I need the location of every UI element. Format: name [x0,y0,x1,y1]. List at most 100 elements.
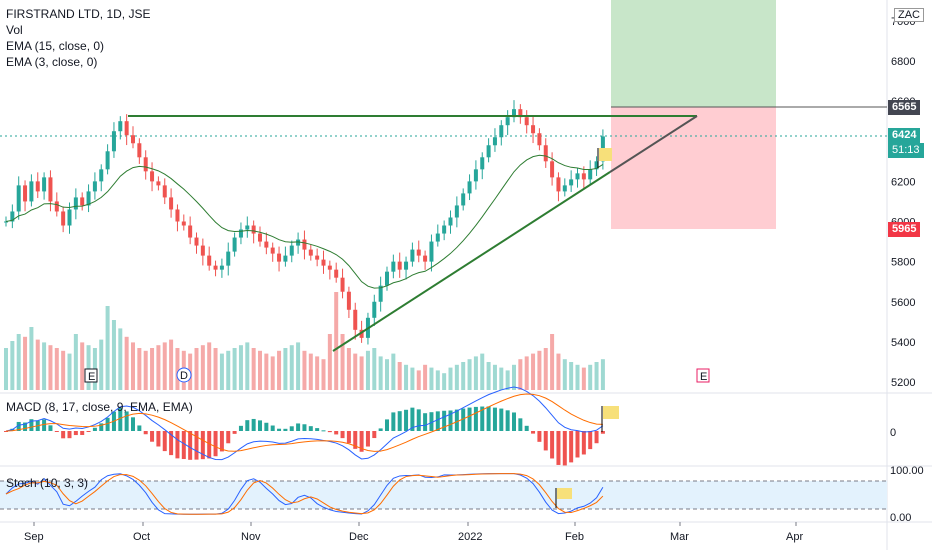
macd-hist-bar [188,431,193,460]
volume-bar [346,348,351,390]
candle-body [23,185,28,202]
macd-hist-bar [518,418,523,431]
volume-bar [537,350,542,390]
earnings-marker[interactable] [84,368,98,383]
volume-bar [289,345,294,390]
macd-hist-bar [73,431,78,436]
candle-body [251,225,256,234]
candle-body [575,173,580,180]
macd-hist-bar [505,410,510,431]
currency-badge[interactable]: ZAC [894,8,924,22]
macd-hist-bar [480,406,485,431]
macd-hist-bar [454,409,459,431]
macd-hist-bar [283,428,288,431]
candle-body [505,117,510,126]
volume-bar [575,364,580,390]
volume-bar [531,353,536,390]
time-tick: 2022 [458,531,482,543]
stoch-label[interactable]: Stoch (10, 3, 3) [6,476,89,490]
volume-bar [315,356,320,390]
macd-hist-bar [219,431,224,452]
candle-body [550,161,555,178]
volume-bar [131,342,135,390]
volume-bar [105,306,110,390]
candle-body [423,255,428,262]
macd-flag-marker[interactable] [603,406,619,419]
volume-bar [29,327,34,390]
macd-hist-bar [232,431,237,434]
legend-ema3[interactable]: EMA (3, close, 0) [6,55,98,69]
volume-bar [454,364,459,390]
stoch-band [0,481,887,509]
volume-bar [372,348,377,390]
macd-hist-bar [143,431,148,435]
volume-bar [270,356,275,390]
macd-hist-bar [423,413,428,431]
volume-bar [410,367,415,390]
macd-hist-bar [61,431,66,439]
macd-hist-bar [340,431,345,439]
volume-bar [473,356,478,390]
upcoming-earnings-marker[interactable] [696,368,710,383]
flag-marker[interactable] [599,148,612,161]
legend-vol[interactable]: Vol [6,23,23,37]
time-axis[interactable]: Sep Oct Nov Dec 2022 Feb Mar Apr [24,522,803,543]
macd-hist-bar [397,411,402,431]
candle-body [346,291,351,310]
macd-hist-bar [378,428,383,431]
candle-body [232,237,237,252]
volume-bar [194,348,199,390]
volume-bar [111,320,116,390]
macd-hist-bar [327,431,332,433]
macd-hist-bar [486,406,491,431]
volume-bar [391,353,396,390]
dividend-marker[interactable] [176,367,192,383]
symbol-title[interactable]: FIRSTRAND LTD, 1D, JSE [6,7,151,21]
candle-body [48,177,53,202]
candle-body [492,137,497,146]
volume-bar [10,341,15,390]
macd-hist-bar [353,431,358,449]
support-trendline[interactable] [332,171,611,352]
volume-bar [48,345,53,390]
volume-bar [118,328,123,390]
volume-bar [169,339,174,390]
macd-hist-bar [473,406,478,431]
triangle-edge[interactable] [609,115,698,173]
stoch-0-tick: 0.00 [890,512,911,524]
volume-bar [156,345,161,390]
stoch-100-tick: 100.00 [890,465,924,477]
candle-body [270,247,275,254]
macd-hist-bar [200,431,205,460]
macd-hist-bar [150,431,155,442]
loss-zone [611,107,776,229]
volume-bar [543,348,548,390]
stoch-flag-marker[interactable] [557,488,572,499]
candle-body [29,181,34,202]
macd-hist-bar [429,412,434,431]
candle-body [188,225,193,238]
macd-hist-bar [435,411,440,431]
time-tick: Nov [241,531,261,543]
volume-bar [467,359,472,390]
macd-hist-bar [105,417,110,431]
macd-hist-bar [385,419,389,431]
macd-hist-bar [207,431,212,459]
candle-body [410,249,415,262]
price-axis[interactable]: 5200540056005800600062006400660068007000 [891,16,915,389]
macd-hist-bar [226,431,231,444]
macd-hist-bar [124,411,129,431]
macd-hist-bar [600,431,605,434]
price-tick: 5600 [891,297,915,309]
macd-hist-bar [194,431,199,460]
macd-hist-bar [118,407,123,431]
volume-bar [524,356,529,390]
volume-bar [556,353,561,390]
legend-ema15[interactable]: EMA (15, close, 0) [6,39,105,53]
macd-label[interactable]: MACD (8, 17, close, 9, EMA, EMA) [6,400,193,414]
candle-body [207,255,212,266]
candle-body [359,329,364,338]
volume-bar [308,353,313,390]
candle-body [137,143,142,158]
